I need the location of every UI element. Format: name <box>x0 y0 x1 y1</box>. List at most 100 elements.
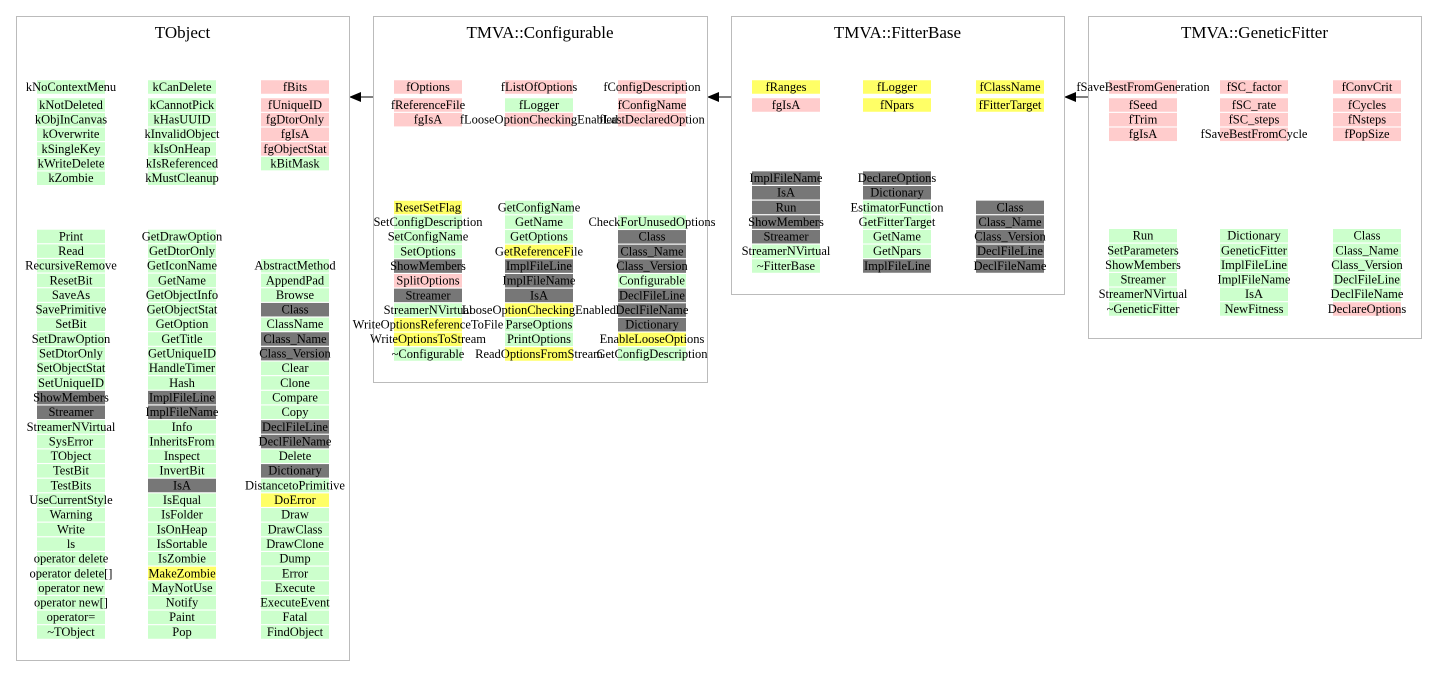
cell-bg <box>261 405 329 419</box>
method: Notify <box>166 596 199 610</box>
method: ImplFileName <box>503 274 576 288</box>
method: Copy <box>281 405 309 419</box>
member: fgIsA <box>772 98 800 112</box>
cell-bg <box>37 566 105 581</box>
method: ImplFileLine <box>864 259 930 273</box>
member: kBitMask <box>270 156 320 170</box>
method: Class <box>996 200 1023 214</box>
cell-bg <box>863 229 931 244</box>
cell-bg <box>1333 80 1401 94</box>
method: GetDtorOnly <box>149 244 216 258</box>
cell-bg <box>618 98 686 112</box>
method: Streamer <box>1120 273 1166 287</box>
cell-bg <box>261 361 329 376</box>
method: Class_Version <box>616 259 688 273</box>
method: DeclareOptions <box>1328 302 1407 316</box>
cell-bg <box>37 405 105 419</box>
method: RecursiveRemove <box>25 259 117 273</box>
cell-bg <box>1220 112 1288 127</box>
method: IsEqual <box>163 493 202 507</box>
cell-bg <box>1109 112 1177 127</box>
cell-bg <box>394 112 462 127</box>
method: Class_Name <box>263 332 327 346</box>
cell-bg <box>261 449 329 463</box>
cell-bg <box>752 229 820 244</box>
member: kMustCleanup <box>145 171 219 185</box>
cell-bg <box>394 215 462 229</box>
cell-bg <box>618 288 686 303</box>
method: Class <box>638 230 665 244</box>
cell-bg <box>394 347 462 361</box>
method: EnableLooseOptions <box>600 332 705 346</box>
member: fReferenceFile <box>391 98 466 112</box>
method: DrawClone <box>266 537 324 551</box>
method: DeclFileName <box>974 259 1047 273</box>
cell-bg <box>37 142 105 156</box>
member: kHasUUID <box>154 113 211 127</box>
cell-bg <box>976 98 1044 112</box>
cell-bg <box>148 566 216 581</box>
method: Delete <box>279 449 312 463</box>
method: Pop <box>172 625 191 639</box>
cell-bg <box>261 376 329 390</box>
method: TObject <box>51 449 92 463</box>
method: ResetSetFlag <box>395 200 462 214</box>
cell-bg <box>394 244 462 259</box>
method: GetName <box>158 273 206 287</box>
cell-bg <box>37 581 105 595</box>
method: SetDrawOption <box>32 332 111 346</box>
cell-bg <box>752 215 820 229</box>
method: Configurable <box>619 274 685 288</box>
method: IsSortable <box>157 537 208 551</box>
cell-bg <box>148 581 216 595</box>
cell-bg <box>37 595 105 610</box>
member: fUniqueID <box>268 98 322 112</box>
method: IsOnHeap <box>157 522 208 536</box>
method: SetParameters <box>1107 243 1179 257</box>
member: fSC_steps <box>1229 113 1280 127</box>
method: SetOptions <box>400 244 456 258</box>
method: Class_Version <box>1331 258 1403 272</box>
cell-bg <box>148 259 216 273</box>
method: ShowMembers <box>390 259 466 273</box>
cell-bg <box>1109 302 1177 316</box>
method: GetOption <box>156 317 210 331</box>
method: operator delete <box>34 552 109 566</box>
cell-bg <box>752 244 820 259</box>
cell-bg <box>261 142 329 156</box>
method: GeneticFitter <box>1221 243 1288 257</box>
method: Print <box>59 229 84 243</box>
method: ShowMembers <box>748 215 824 229</box>
method: Hash <box>169 376 195 390</box>
method: ImplFileName <box>1218 273 1291 287</box>
cell-bg <box>261 156 329 171</box>
cell-bg <box>148 625 216 639</box>
cell-bg <box>261 508 329 522</box>
method: ParseOptions <box>506 318 573 332</box>
method: StreamerNVirtual <box>384 303 473 317</box>
method: SaveAs <box>52 288 90 302</box>
method: DoError <box>274 493 316 507</box>
cell-bg <box>148 244 216 258</box>
cell-bg <box>394 80 462 94</box>
member: kZombie <box>48 171 94 185</box>
cell-bg <box>261 552 329 566</box>
cell-bg <box>148 522 216 537</box>
method: Read <box>58 244 84 258</box>
member: fFitterTarget <box>979 98 1042 112</box>
cell-bg <box>148 464 216 478</box>
method: IsA <box>173 478 191 492</box>
cell-bg <box>863 171 931 185</box>
cell-bg <box>148 229 216 244</box>
method: Fatal <box>283 610 309 624</box>
method: ls <box>67 537 75 551</box>
cell-bg <box>37 288 105 302</box>
cell-bg <box>752 98 820 112</box>
member: kOverwrite <box>43 127 100 141</box>
cell-bg <box>1109 272 1177 287</box>
cell-bg <box>37 332 105 346</box>
cell-bg <box>148 98 216 112</box>
cell-bg <box>1109 127 1177 142</box>
cell-bg <box>148 478 216 493</box>
method: SetConfigName <box>388 230 469 244</box>
